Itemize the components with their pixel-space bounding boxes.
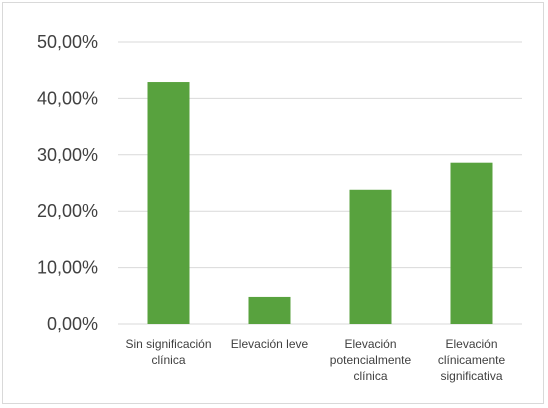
x-tick-label: Elevación clínicamente significativa (438, 337, 506, 383)
y-tick-label: 50,00% (37, 32, 98, 52)
x-tick-label: Sin significación clínica (125, 337, 211, 367)
x-tick-label: Elevación leve (231, 337, 309, 351)
x-tick-label: Elevación potencialmente clínica (330, 337, 412, 383)
y-tick-label: 40,00% (37, 88, 98, 108)
bar (450, 162, 493, 324)
bar (248, 296, 291, 324)
y-tick-label: 30,00% (37, 145, 98, 165)
bar (349, 189, 392, 324)
bar (147, 82, 190, 324)
y-tick-label: 0,00% (47, 314, 98, 334)
y-tick-label: 10,00% (37, 258, 98, 278)
y-tick-label: 20,00% (37, 201, 98, 221)
